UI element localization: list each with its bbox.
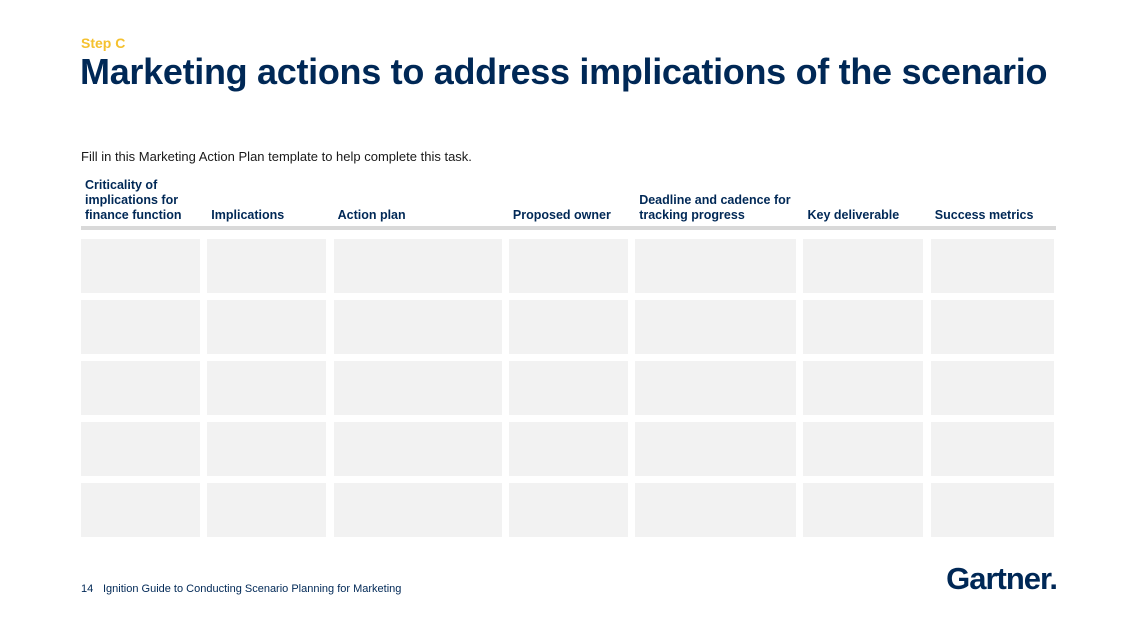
step-label: Step C [81,35,126,51]
table-cell[interactable] [803,300,924,354]
table-cell[interactable] [508,300,628,354]
table-cell[interactable] [930,483,1054,537]
table-cell[interactable] [207,361,327,415]
logo-mark: . [1049,561,1058,596]
table-row [81,239,1056,293]
gartner-logo: Gartner. [946,561,1058,597]
table-cell[interactable] [207,483,327,537]
table-cell[interactable] [803,483,924,537]
table-row [81,300,1056,354]
table-cell[interactable] [81,300,200,354]
table-cell[interactable] [81,361,200,415]
table-cell[interactable] [207,239,327,293]
table-cell[interactable] [635,422,797,476]
header-criticality: Criticality of implications for finance … [85,178,182,222]
header-success-metrics: Success metrics [934,208,1034,222]
table-cell[interactable] [207,422,327,476]
header-deadline: Deadline and cadence for tracking progre… [639,193,791,222]
table-cell[interactable] [333,300,502,354]
table-cell[interactable] [81,422,200,476]
table-cell[interactable] [635,483,797,537]
header-key-deliverable: Key deliverable [807,208,900,222]
document-title: Ignition Guide to Conducting Scenario Pl… [103,583,402,595]
table-cell[interactable] [508,239,628,293]
page-subtitle: Fill in this Marketing Action Plan templ… [81,149,472,164]
table-cell[interactable] [803,361,924,415]
table-cell[interactable] [333,483,502,537]
page-number: 14 [81,583,94,595]
table-cell[interactable] [930,422,1054,476]
table-row [81,483,1056,537]
table-cell[interactable] [930,361,1054,415]
table-cell[interactable] [508,422,628,476]
table-cell[interactable] [930,239,1054,293]
table-cell[interactable] [207,300,327,354]
page-title: Marketing actions to address implication… [80,51,1048,92]
header-proposed-owner: Proposed owner [512,208,611,222]
table-body [81,239,1056,537]
table-cell[interactable] [803,422,924,476]
table-row [81,422,1056,476]
table-cell[interactable] [635,239,797,293]
table-cell[interactable] [508,483,628,537]
table-cell[interactable] [803,239,924,293]
table-cell[interactable] [81,239,200,293]
header-implications: Implications [211,208,285,222]
table-cell[interactable] [635,300,797,354]
table-header: Criticality of implications for finance … [81,178,1056,230]
table-cell[interactable] [508,361,628,415]
table-cell[interactable] [81,483,200,537]
action-plan-table: Criticality of implications for finance … [81,178,1056,537]
table-row [81,361,1056,415]
table-cell[interactable] [333,239,502,293]
table-cell[interactable] [635,361,797,415]
table-cell[interactable] [333,361,502,415]
logo-text: Gartner [946,561,1050,596]
table-cell[interactable] [930,300,1054,354]
header-action-plan: Action plan [337,208,406,222]
table-cell[interactable] [333,422,502,476]
